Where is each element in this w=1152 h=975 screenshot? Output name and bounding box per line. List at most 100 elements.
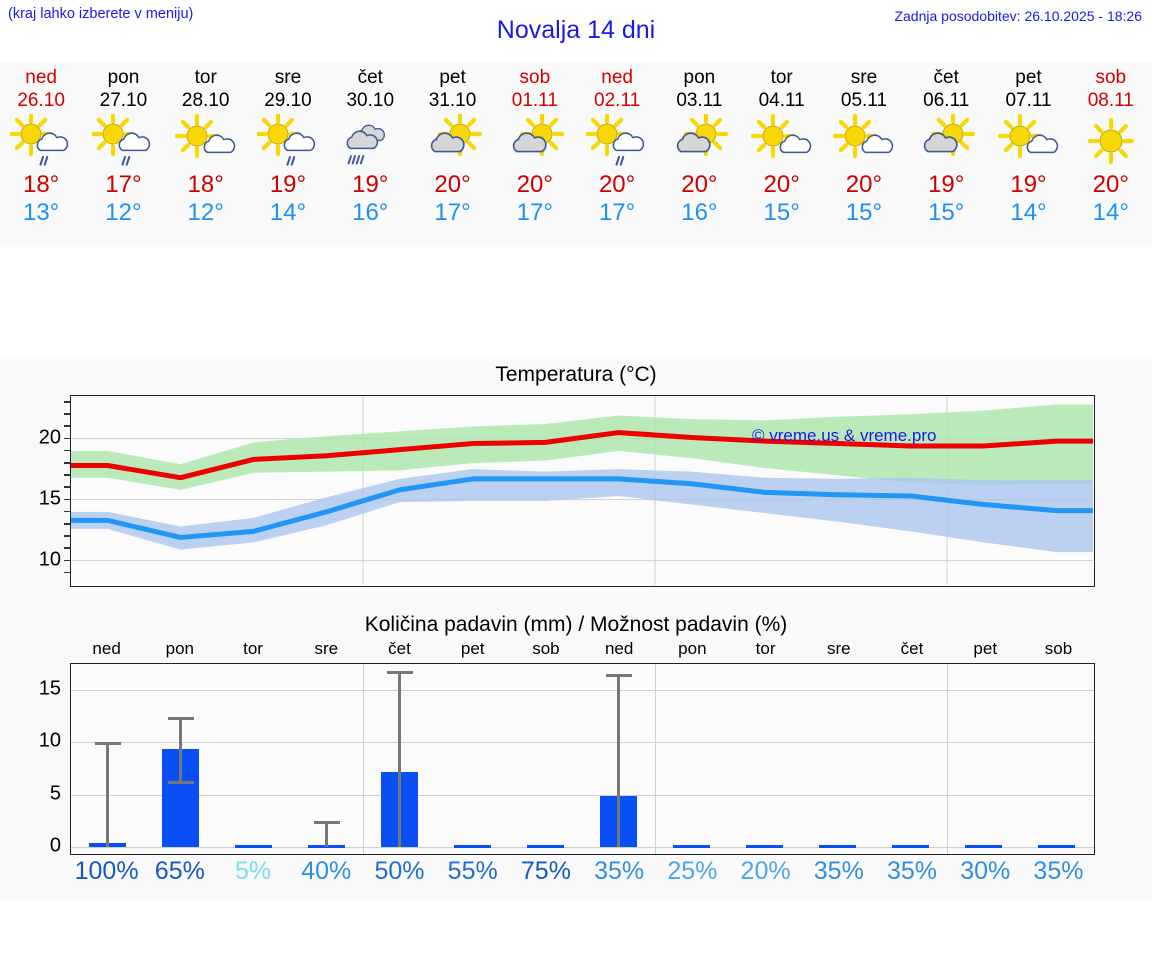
precip-probability-label: 25% xyxy=(667,857,718,885)
day-date: 05.11 xyxy=(840,90,888,111)
temp-min: 15° xyxy=(845,199,883,226)
day-date: 02.11 xyxy=(594,90,641,111)
precip-bar[interactable] xyxy=(1037,845,1076,849)
day-column[interactable]: pon 27.10 17° 12° xyxy=(82,62,164,247)
precip-probability-label: 40% xyxy=(301,857,352,885)
day-name: pet xyxy=(1015,67,1042,88)
day-name: tor xyxy=(194,67,217,88)
precip-error-cap-top xyxy=(167,717,194,721)
sun-cloud-rain-icon xyxy=(10,114,72,170)
day-name: čet xyxy=(357,67,383,88)
temp-max: 20° xyxy=(763,171,800,198)
temp-max: 18° xyxy=(22,171,60,198)
day-column[interactable]: čet 30.10 19° 16° xyxy=(329,62,411,247)
day-column[interactable]: pon 03.11 20° 16° xyxy=(658,62,740,247)
precip-probability-label: 35% xyxy=(813,857,864,885)
day-column[interactable]: sre 05.11 20° 15° xyxy=(823,62,905,247)
day-date: 06.11 xyxy=(923,90,970,111)
precip-error-bar xyxy=(106,742,109,847)
day-name: čet xyxy=(933,67,959,88)
sun-icon xyxy=(1080,114,1142,170)
day-column[interactable]: ned 26.10 18° 13° xyxy=(0,62,82,247)
precip-gridline-vertical xyxy=(947,664,948,854)
day-name: pet xyxy=(439,67,466,88)
precip-day-label: sre xyxy=(314,639,339,658)
precip-bar[interactable] xyxy=(234,845,273,849)
day-name: pon xyxy=(683,67,716,88)
day-column[interactable]: ned 02.11 20° 17° xyxy=(576,62,658,247)
day-column[interactable]: sre 29.10 19° 14° xyxy=(247,62,329,247)
precip-probability-label: 30% xyxy=(960,857,1011,885)
daily-forecast-strip: ned 26.10 18° 13° pon 27.10 17° 12° tor 28.10 1… xyxy=(0,62,1152,247)
temp-max: 20° xyxy=(1092,171,1129,198)
day-column[interactable]: pet 31.10 20° 17° xyxy=(411,62,493,247)
day-date: 04.11 xyxy=(758,90,805,111)
precip-bar[interactable] xyxy=(526,845,565,849)
temperature-axis-tick xyxy=(64,437,70,440)
precip-bar[interactable] xyxy=(453,845,492,849)
precipitation-y-tick-label: 10 xyxy=(38,729,61,752)
temp-min: 16° xyxy=(681,199,718,226)
temperature-chart-title: Temperatura (°C) xyxy=(495,363,657,386)
temperature-axis-tick xyxy=(64,535,70,537)
temperature-y-tick-label: 10 xyxy=(38,548,61,571)
precip-day-label: čet xyxy=(388,639,411,658)
day-column[interactable]: pet 07.11 19° 14° xyxy=(987,62,1069,247)
day-column[interactable]: tor 28.10 18° 12° xyxy=(165,62,247,247)
temp-max: 20° xyxy=(845,171,883,198)
precip-probability-label: 100% xyxy=(74,857,139,885)
temp-min: 12° xyxy=(105,199,142,226)
temperature-axis-tick xyxy=(64,413,70,415)
cloud-sun-icon xyxy=(668,114,730,170)
precip-bar[interactable] xyxy=(745,845,784,849)
precipitation-y-tick-label: 15 xyxy=(38,677,61,700)
temperature-y-tick-label: 20 xyxy=(38,426,61,449)
spacer xyxy=(0,247,1152,357)
precip-bar[interactable] xyxy=(672,845,711,849)
sun-cloud-icon xyxy=(832,114,895,170)
precip-probability-label: 20% xyxy=(740,857,791,885)
cloud-sun-icon xyxy=(422,114,484,170)
day-column[interactable]: tor 04.11 20° 15° xyxy=(741,62,823,247)
cloud-sun-icon xyxy=(504,114,566,170)
day-column[interactable]: sob 01.11 20° 17° xyxy=(494,62,576,247)
precip-probability-label: 75% xyxy=(520,857,571,885)
page-header: (kraj lahko izberete v meniju) Novalja 1… xyxy=(0,0,1152,62)
temp-max: 17° xyxy=(105,171,142,198)
precip-day-label: pon xyxy=(165,639,195,658)
precip-bar[interactable] xyxy=(891,845,930,849)
temperature-axis-tick xyxy=(64,498,70,501)
day-date: 28.10 xyxy=(181,90,230,111)
precip-day-label: čet xyxy=(900,639,924,658)
sun-cloud-icon xyxy=(750,114,813,170)
precip-error-bar xyxy=(617,674,620,847)
temperature-axis-tick xyxy=(64,523,70,525)
sun-cloud-icon xyxy=(997,114,1060,170)
temp-min: 14° xyxy=(269,199,307,226)
cloud-sun-icon xyxy=(915,114,977,170)
precipitation-y-tick-label: 0 xyxy=(49,834,61,857)
day-date: 01.11 xyxy=(511,90,558,111)
day-column[interactable]: čet 06.11 19° 15° xyxy=(905,62,987,247)
precip-error-cap-bottom xyxy=(167,780,194,784)
sun-cloud-rain-icon xyxy=(92,114,154,170)
day-date: 27.10 xyxy=(99,90,148,111)
precip-day-label: ned xyxy=(92,639,121,658)
temp-max: 18° xyxy=(187,171,224,198)
day-name: sob xyxy=(519,67,551,88)
precip-day-label: sob xyxy=(532,639,560,658)
day-column[interactable]: sob 08.11 20° 14° xyxy=(1070,62,1152,247)
temperature-axis-tick xyxy=(64,474,70,476)
precip-probability-label: 35% xyxy=(1033,857,1084,885)
sun-cloud-icon xyxy=(174,114,237,170)
precipitation-day-labels: ned pon tor sre čet pet sob ned pon tor sre čet pet s… xyxy=(70,639,1095,659)
precip-bar[interactable] xyxy=(818,845,857,849)
precip-probability-label: 55% xyxy=(447,857,498,885)
precip-bar[interactable] xyxy=(307,845,346,849)
day-name: sre xyxy=(274,67,302,88)
temp-min: 17° xyxy=(598,199,636,226)
precip-bar[interactable] xyxy=(964,845,1003,849)
day-date: 08.11 xyxy=(1087,90,1134,111)
day-date: 30.10 xyxy=(346,90,395,111)
temp-min: 17° xyxy=(516,199,553,226)
